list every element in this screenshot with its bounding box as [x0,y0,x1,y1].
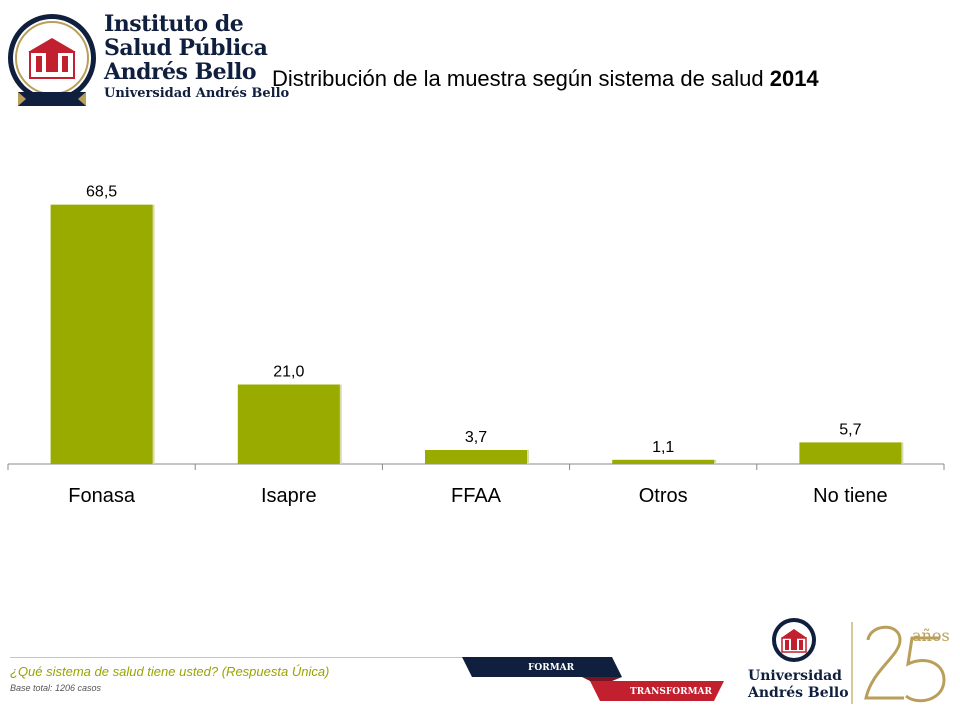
category-label: FFAA [451,485,502,507]
footer-divider [10,657,470,658]
logo-line-2: Salud Pública [104,35,268,61]
data-label: 3,7 [465,429,487,446]
university-line-1: Universidad [748,668,842,684]
bar-otros [612,459,715,464]
bar-chart: 68,5 Fonasa 21,0 Isapre 3,7 FFAA 1,1 Otros 5,7 No… [7,184,945,507]
university-name: Universidad Andrés Bello [748,668,849,702]
data-label: 1,1 [652,439,674,456]
category-label: No tiene [813,485,888,507]
band-formar-label: FORMAR [528,663,575,673]
bands-graphic [462,657,724,701]
category-label: Otros [639,485,688,507]
bar-no-tiene [799,442,902,464]
bar-isapre [237,384,340,464]
institute-logo-text: Instituto de Salud Pública Andrés Bello … [104,12,289,103]
university-line-2: Andrés Bello [748,685,849,701]
chart-title: Distribución de la muestra según sistema… [272,66,819,92]
logo-line-4: Universidad Andrés Bello [104,86,290,101]
band-transformar-label: TRANSFORMAR [630,687,713,697]
anniversary-label: años [912,626,950,645]
anniversary-25-icon [864,625,946,703]
bar-ffaa [425,449,527,464]
data-label: 68,5 [86,184,117,201]
sample-base: Base total: 1206 casos [10,683,102,693]
chart-title-main: Distribución de la muestra según sistema… [272,66,764,91]
chart-title-year: 2014 [769,66,819,91]
university-shield-icon [772,618,816,662]
formar-transformar-bands: FORMAR TRANSFORMAR [462,655,732,705]
data-label: 5,7 [839,421,861,438]
category-label: Isapre [261,485,317,507]
institute-logo: Instituto de Salud Pública Andrés Bello … [6,6,289,111]
data-label: 21,0 [273,364,304,381]
bar-fonasa [50,204,153,464]
logo-line-3: Andrés Bello [104,59,257,85]
footer-logo-divider [851,622,853,704]
institute-shield-icon [8,14,96,106]
logo-line-1: Instituto de [104,11,244,37]
survey-question: ¿Qué sistema de salud tiene usted? (Resp… [10,664,330,679]
category-label: Fonasa [68,485,136,507]
